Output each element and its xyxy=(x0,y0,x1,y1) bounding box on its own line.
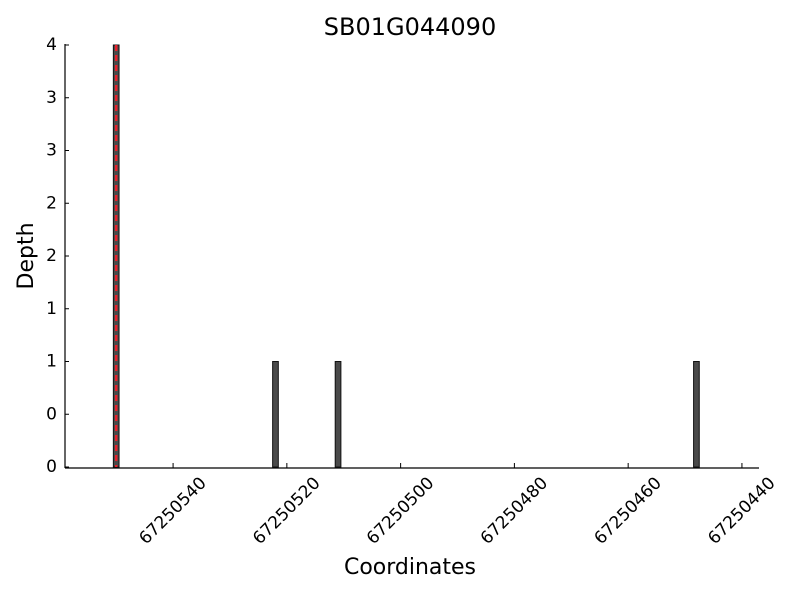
y-tick-label: 4 xyxy=(46,35,57,55)
y-tick-label: 2 xyxy=(46,193,57,213)
bar xyxy=(272,361,279,468)
chart-title: SB01G044090 xyxy=(324,13,496,41)
y-tick-label: 0 xyxy=(46,457,57,477)
y-tick-label: 3 xyxy=(46,88,57,108)
x-axis-label: Coordinates xyxy=(344,555,476,580)
y-tick-label: 0 xyxy=(46,404,57,424)
y-tick-label: 2 xyxy=(46,246,57,266)
bar xyxy=(334,361,342,468)
y-tick-label: 3 xyxy=(46,141,57,161)
y-tick-label: 1 xyxy=(46,352,57,372)
bar xyxy=(693,361,700,468)
y-axis-label: Depth xyxy=(14,222,39,289)
y-tick-label: 1 xyxy=(46,299,57,319)
